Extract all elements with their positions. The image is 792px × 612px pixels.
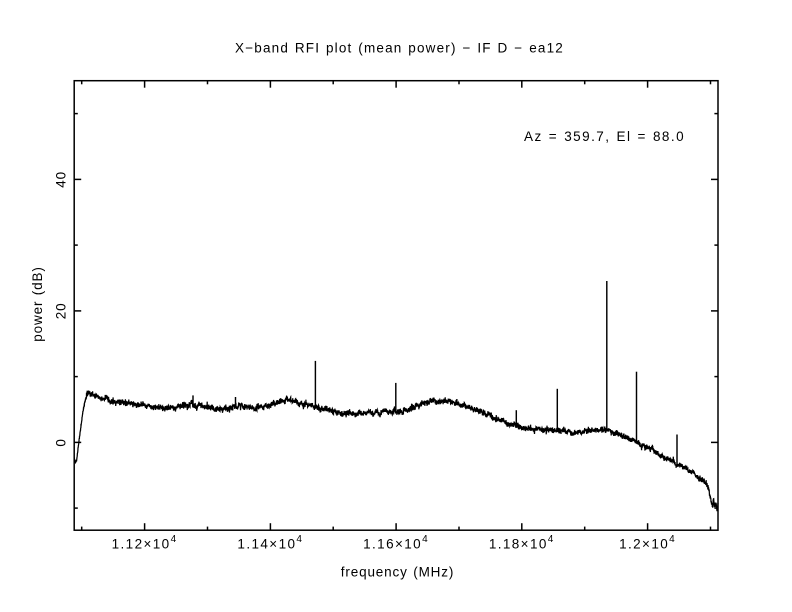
svg-text:1.16×104: 1.16×104 [363,534,429,551]
svg-text:power (dB): power (dB) [30,266,45,341]
svg-text:1.2×104: 1.2×104 [619,534,676,551]
svg-text:1.14×104: 1.14×104 [237,534,303,551]
svg-text:1.18×104: 1.18×104 [489,534,555,551]
svg-text:0: 0 [54,438,69,446]
svg-text:X−band RFI plot (mean power) −: X−band RFI plot (mean power) − IF D − ea… [235,41,564,56]
svg-text:20: 20 [54,303,69,320]
svg-text:1.12×104: 1.12×104 [112,534,178,551]
svg-text:frequency (MHz): frequency (MHz) [341,564,454,579]
svg-text:40: 40 [54,171,69,188]
svg-text:Az = 359.7, El = 88.0: Az = 359.7, El = 88.0 [524,129,685,144]
